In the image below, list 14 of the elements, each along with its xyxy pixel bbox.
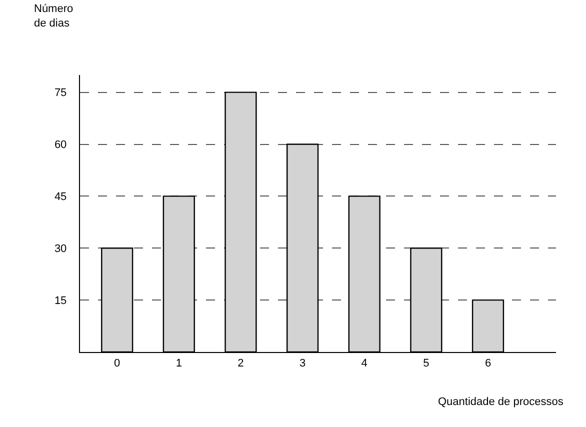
x-tick-label: 6 (484, 357, 492, 370)
x-tick-label: 1 (176, 357, 182, 370)
x-axis-title: Quantidade de processos (438, 396, 564, 408)
y-tick-label: 45 (54, 191, 67, 204)
x-tick-label: 3 (299, 357, 306, 370)
y-axis-title: Número de dias (34, 3, 74, 30)
y-tick-label: 75 (54, 87, 67, 100)
x-tick-label: 4 (361, 357, 368, 370)
y-tick-label: 15 (54, 294, 67, 307)
x-tick-label: 5 (423, 357, 430, 370)
y-tick-label: 60 (54, 139, 67, 152)
x-tick-label: 0 (114, 357, 120, 370)
x-tick-label: 2 (238, 357, 244, 370)
y-tick-label: 30 (54, 242, 67, 255)
